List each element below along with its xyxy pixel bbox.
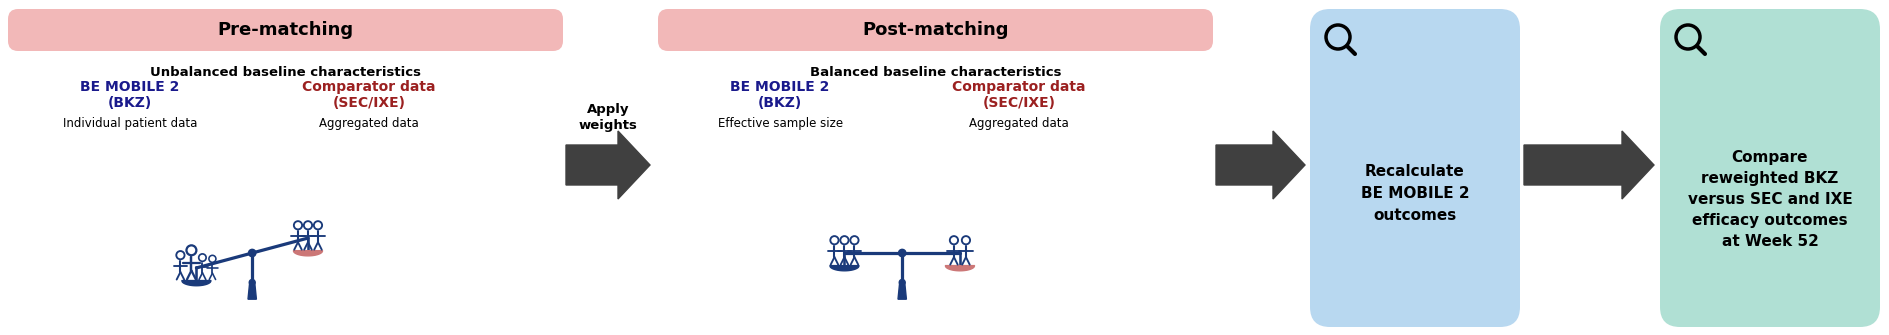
Polygon shape bbox=[181, 280, 212, 286]
Text: Compare
reweighted BKZ
versus SEC and IXE
efficacy outcomes
at Week 52: Compare reweighted BKZ versus SEC and IX… bbox=[1687, 150, 1853, 249]
Text: Pre-matching: Pre-matching bbox=[217, 21, 353, 39]
Polygon shape bbox=[829, 266, 859, 271]
Polygon shape bbox=[567, 131, 650, 199]
Circle shape bbox=[249, 249, 255, 257]
Text: Comparator data
(SEC/IXE): Comparator data (SEC/IXE) bbox=[952, 80, 1086, 110]
Text: Unbalanced baseline characteristics: Unbalanced baseline characteristics bbox=[149, 67, 421, 79]
Text: Post-matching: Post-matching bbox=[861, 21, 1009, 39]
Text: Apply
weights: Apply weights bbox=[578, 103, 637, 132]
Text: Recalculate
BE MOBILE 2
outcomes: Recalculate BE MOBILE 2 outcomes bbox=[1360, 164, 1470, 223]
Text: BE MOBILE 2
(BKZ): BE MOBILE 2 (BKZ) bbox=[81, 80, 179, 110]
Text: Balanced baseline characteristics: Balanced baseline characteristics bbox=[810, 67, 1062, 79]
Polygon shape bbox=[944, 266, 975, 271]
FancyBboxPatch shape bbox=[657, 9, 1213, 51]
Circle shape bbox=[249, 279, 255, 285]
Polygon shape bbox=[897, 282, 907, 299]
Text: Effective sample size: Effective sample size bbox=[718, 117, 842, 130]
Circle shape bbox=[899, 279, 905, 285]
Polygon shape bbox=[1524, 131, 1655, 199]
FancyBboxPatch shape bbox=[8, 9, 563, 51]
FancyBboxPatch shape bbox=[1660, 9, 1880, 327]
Polygon shape bbox=[1217, 131, 1305, 199]
Text: Individual patient data: Individual patient data bbox=[62, 117, 196, 130]
Text: Aggregated data: Aggregated data bbox=[319, 117, 419, 130]
Text: BE MOBILE 2
(BKZ): BE MOBILE 2 (BKZ) bbox=[731, 80, 829, 110]
FancyBboxPatch shape bbox=[1309, 9, 1521, 327]
Circle shape bbox=[899, 249, 907, 257]
Text: Comparator data
(SEC/IXE): Comparator data (SEC/IXE) bbox=[302, 80, 436, 110]
Text: Aggregated data: Aggregated data bbox=[969, 117, 1069, 130]
Polygon shape bbox=[247, 282, 257, 299]
Polygon shape bbox=[293, 251, 323, 256]
